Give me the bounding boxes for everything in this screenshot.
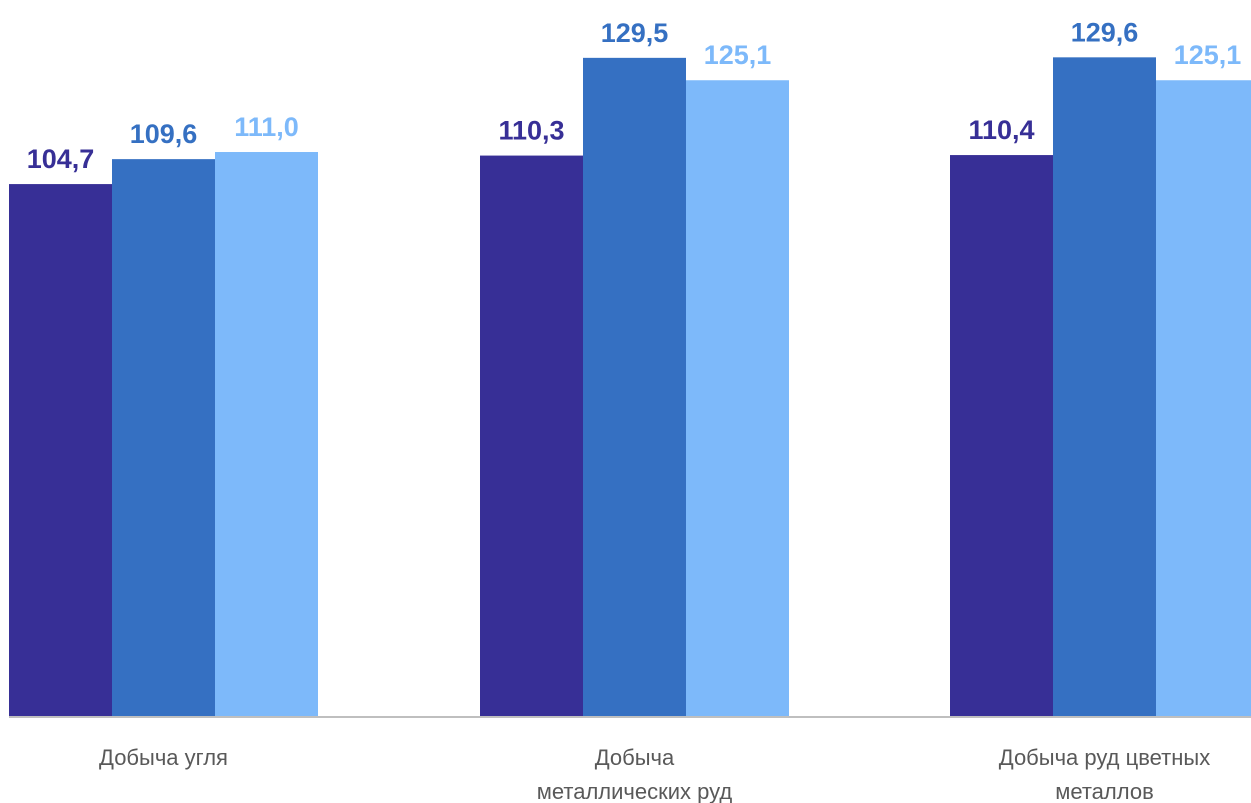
bar-series-1-cat-3 (950, 155, 1053, 718)
bar-series-2-cat-3 (1053, 57, 1156, 717)
value-label-series-1-cat-1: 104,7 (27, 144, 95, 174)
category-label-line: металлов (1055, 779, 1154, 803)
bar-series-3-cat-2 (686, 80, 789, 718)
bar-series-3-cat-1 (215, 152, 318, 717)
value-label-series-3-cat-2: 125,1 (704, 40, 772, 70)
value-label-series-1-cat-3: 110,4 (968, 115, 1034, 145)
bar-series-1-cat-1 (9, 184, 112, 717)
value-label-series-2-cat-2: 129,5 (601, 18, 669, 48)
bar-series-3-cat-3 (1156, 80, 1251, 718)
category-label-1: Добыча угля (99, 745, 228, 770)
value-label-series-2-cat-3: 129,6 (1071, 17, 1139, 47)
value-label-series-1-cat-2: 110,3 (498, 116, 564, 146)
category-label-line: Добыча (595, 745, 675, 770)
category-label-line: металлических руд (537, 779, 733, 803)
category-label-2: Добыча металлических руд (537, 745, 733, 803)
value-label-series-2-cat-1: 109,6 (130, 119, 198, 149)
value-label-series-3-cat-1: 111,0 (234, 112, 299, 142)
category-label-line: Добыча угля (99, 745, 228, 770)
category-label-3: Добыча руд цветных металлов (999, 745, 1210, 803)
category-label-line: Добыча руд цветных (999, 745, 1210, 770)
bar-series-2-cat-2 (583, 57, 686, 718)
bar-series-1-cat-2 (480, 155, 583, 717)
bar-series-2-cat-1 (112, 159, 215, 718)
value-label-series-3-cat-3: 125,1 (1174, 40, 1242, 70)
